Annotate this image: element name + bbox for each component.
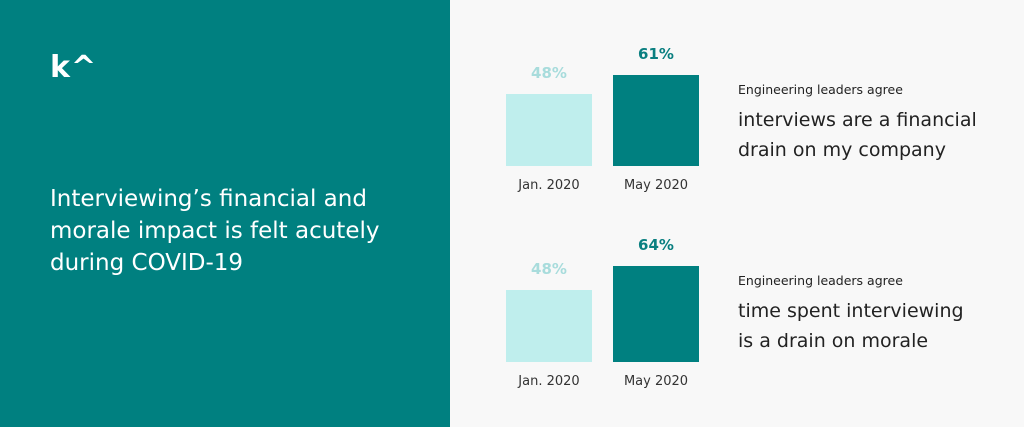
data-label: 64% — [638, 236, 674, 254]
data-label: 61% — [638, 44, 674, 63]
chart-morale-drain: 48% Jan. 2020 64% May 2020 — [490, 192, 720, 389]
logo: k^ — [50, 50, 98, 85]
bar-jan-2020 — [506, 94, 592, 166]
description-morale: Engineering leaders agree time spent int… — [738, 273, 978, 356]
headline: Interviewing’s financial and morale impa… — [50, 186, 380, 276]
chart-financial-drain: 48% Jan. 2020 61% May 2020 — [490, 0, 720, 193]
data-label: 48% — [531, 260, 567, 278]
data-label: 48% — [531, 64, 567, 82]
description-statement: interviews are a financial drain on my c… — [738, 109, 977, 161]
bar-jan-2020 — [506, 290, 592, 362]
category-label: Jan. 2020 — [518, 374, 580, 389]
bar-may-2020 — [613, 266, 699, 362]
left-panel: k^ Interviewing’s financial and morale i… — [0, 0, 450, 427]
description-statement: time spent interviewing is a drain on mo… — [738, 300, 964, 352]
category-label: May 2020 — [623, 374, 689, 389]
category-label: Jan. 2020 — [518, 178, 580, 193]
description-financial: Engineering leaders agree interviews are… — [738, 82, 998, 165]
bar-may-2020 — [613, 74, 699, 166]
description-lead: Engineering leaders agree — [738, 273, 903, 288]
category-label: May 2020 — [623, 178, 689, 193]
description-lead: Engineering leaders agree — [738, 82, 903, 97]
